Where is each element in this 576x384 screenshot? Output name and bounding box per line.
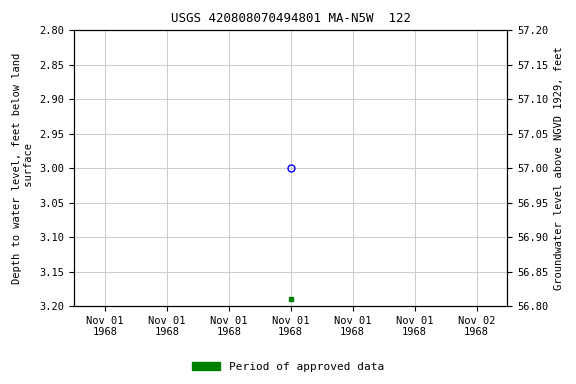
Y-axis label: Depth to water level, feet below land
 surface: Depth to water level, feet below land su… xyxy=(12,53,33,284)
Legend: Period of approved data: Period of approved data xyxy=(188,358,388,377)
Y-axis label: Groundwater level above NGVD 1929, feet: Groundwater level above NGVD 1929, feet xyxy=(554,46,564,290)
Title: USGS 420808070494801 MA-N5W  122: USGS 420808070494801 MA-N5W 122 xyxy=(170,12,411,25)
